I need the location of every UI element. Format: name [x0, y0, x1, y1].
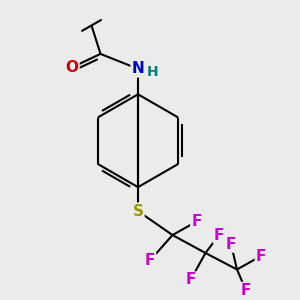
Text: F: F	[241, 283, 251, 298]
Text: S: S	[133, 204, 143, 219]
Text: F: F	[214, 228, 224, 243]
Text: F: F	[226, 236, 236, 251]
Text: H: H	[147, 65, 159, 79]
Text: O: O	[65, 60, 79, 75]
Text: F: F	[185, 272, 196, 287]
Text: F: F	[256, 248, 266, 263]
Text: F: F	[191, 214, 202, 229]
Text: F: F	[145, 253, 155, 268]
Text: N: N	[132, 61, 144, 76]
